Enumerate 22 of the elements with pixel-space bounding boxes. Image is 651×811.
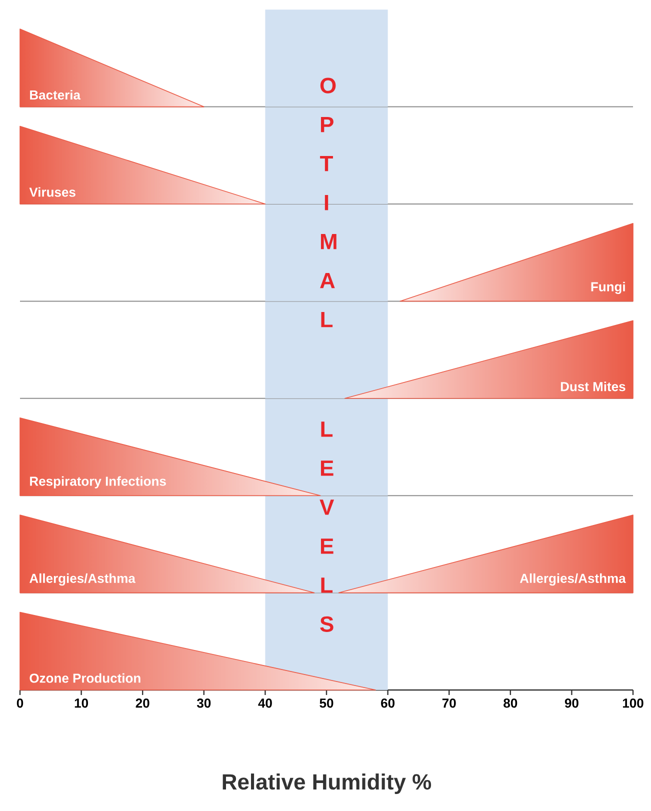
x-tick-label: 30	[196, 698, 211, 708]
x-tick-label: 0	[16, 698, 24, 708]
x-tick-label: 20	[136, 698, 150, 708]
series-label: Viruses	[29, 187, 76, 197]
series-label: Ozone Production	[30, 673, 140, 683]
x-tick-label: 80	[504, 698, 518, 708]
series-label: Bacteria	[30, 90, 81, 100]
x-tick-label: 50	[320, 698, 334, 708]
series-label: Allergies/Asthma	[30, 573, 136, 586]
x-axis-title: Relative Humidity %	[222, 774, 432, 794]
series-label: Allergies/Asthma	[520, 573, 626, 586]
band-label: LEVELS	[320, 422, 334, 632]
series-label: Respiratory Infections	[30, 476, 166, 488]
x-tick-label: 40	[258, 698, 272, 708]
x-tick-label: 90	[564, 698, 578, 708]
x-tick-label: 70	[442, 698, 456, 708]
x-tick-label: 60	[381, 698, 395, 708]
x-tick-label: 10	[74, 698, 88, 708]
band-label: OPTIMAL	[320, 78, 336, 328]
series-label: Fungi	[591, 282, 625, 294]
x-tick-label: 100	[622, 698, 644, 708]
series-label: Dust Mites	[560, 382, 626, 392]
